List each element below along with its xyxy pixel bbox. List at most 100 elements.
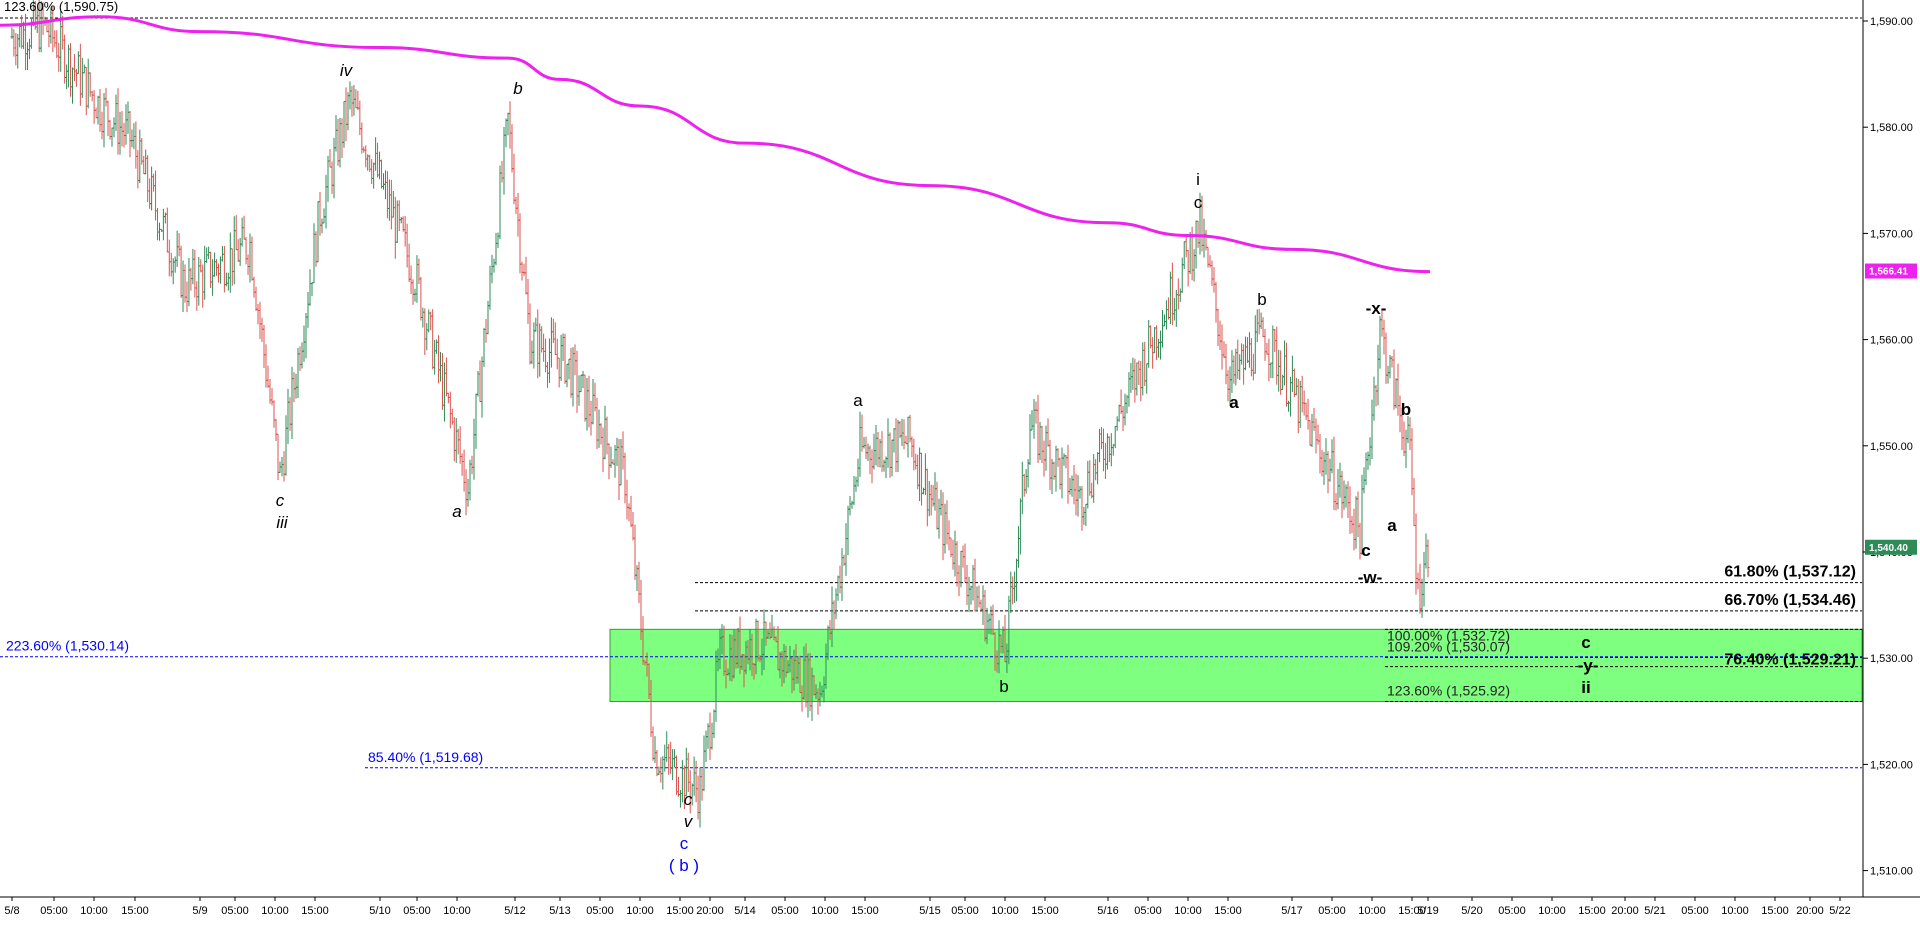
price-bar	[1242, 344, 1246, 385]
price-bar	[619, 439, 623, 486]
price-bar	[651, 726, 655, 761]
price-bar	[1334, 493, 1338, 511]
price-bar	[1402, 421, 1406, 457]
price-bar	[86, 58, 90, 109]
price-bar	[1184, 234, 1188, 258]
wave-label: c	[1361, 541, 1370, 560]
price-bar	[963, 543, 967, 583]
price-bar	[1324, 438, 1328, 475]
time-tick-label: 5/10	[369, 905, 390, 917]
time-tick-label: 10:00	[1174, 905, 1202, 917]
price-bar	[892, 428, 896, 453]
price-bar	[454, 417, 458, 463]
price-bar	[175, 230, 179, 267]
price-bar	[1296, 378, 1300, 434]
price-bar	[156, 208, 159, 241]
price-bar	[1078, 486, 1082, 499]
price-bar	[338, 117, 342, 168]
price-bar	[1422, 551, 1426, 607]
price-bar	[370, 159, 374, 184]
price-bar	[1113, 425, 1117, 449]
price-bar	[55, 30, 59, 59]
time-tick-label: 20:00	[1611, 905, 1639, 917]
price-bar	[177, 233, 181, 257]
price-bar	[559, 334, 563, 381]
price-bar	[836, 575, 840, 601]
price-bar	[522, 263, 526, 276]
price-bar	[358, 100, 362, 136]
price-bar	[906, 416, 910, 458]
price-bar	[1129, 362, 1133, 393]
price-bar	[185, 281, 189, 313]
price-bar	[876, 431, 880, 468]
price-bar	[549, 317, 553, 368]
price-bar	[425, 323, 429, 351]
price-bar	[179, 245, 183, 298]
price-bar	[1013, 571, 1017, 603]
price-bar	[635, 565, 639, 592]
price-bar	[637, 561, 641, 604]
price-bar	[704, 730, 708, 763]
price-bar	[874, 425, 878, 466]
price-bar	[866, 443, 870, 461]
price-bar	[1170, 262, 1174, 326]
price-bar	[1277, 349, 1281, 392]
price-bar	[1030, 410, 1034, 431]
time-tick-label: 15:00	[666, 905, 694, 917]
price-bar	[118, 111, 122, 155]
price-bar	[12, 29, 16, 57]
price-bar	[114, 94, 118, 131]
price-bar	[440, 353, 444, 410]
price-bar	[24, 13, 28, 71]
price-bar	[391, 191, 395, 218]
price-bar	[458, 426, 462, 464]
price-bar	[146, 155, 150, 203]
price-bar	[579, 374, 583, 393]
price-bar	[528, 303, 532, 365]
price-bar	[407, 243, 411, 283]
moving-average-layer	[0, 15, 1431, 274]
price-bar	[1109, 433, 1113, 467]
price-bar	[1424, 533, 1428, 569]
wave-label: b	[1401, 400, 1411, 419]
price-bar	[925, 468, 929, 527]
time-tick-label: 05:00	[771, 905, 799, 917]
price-bar	[629, 495, 633, 528]
wave-label: a	[853, 391, 863, 410]
price-bar	[957, 565, 961, 597]
price-bar	[1149, 325, 1153, 349]
time-tick-label: 5/15	[919, 905, 940, 917]
price-bar	[617, 439, 621, 501]
price-bar	[138, 129, 142, 184]
target-zone	[609, 628, 1863, 703]
price-bar	[1092, 454, 1096, 503]
time-tick-label: 15:00	[851, 905, 879, 917]
time-tick-label: 5/16	[1097, 905, 1118, 917]
time-tick-label: 10:00	[1358, 905, 1386, 917]
price-bar	[569, 347, 573, 398]
price-bar	[1024, 469, 1028, 494]
price-bar	[1020, 461, 1024, 515]
price-bar	[120, 110, 124, 147]
price-bar	[1100, 427, 1104, 450]
price-tick-label: 1,570.00	[1870, 228, 1913, 240]
price-bar	[1267, 338, 1271, 382]
price-bar	[187, 258, 191, 307]
price-bar	[488, 265, 492, 310]
price-bar	[1164, 300, 1168, 330]
price-bar	[1074, 473, 1078, 516]
time-tick-label: 10:00	[811, 905, 839, 917]
price-bar	[61, 15, 65, 50]
price-bar	[378, 151, 382, 180]
price-bar	[1009, 571, 1013, 614]
price-bar	[356, 90, 360, 111]
price-bar	[1117, 404, 1121, 422]
price-bar	[346, 92, 350, 131]
price-bar	[104, 87, 108, 107]
price-bar	[1352, 508, 1356, 551]
price-bar	[671, 749, 675, 781]
time-tick-label: 10:00	[80, 905, 108, 917]
price-bar	[1070, 475, 1074, 497]
